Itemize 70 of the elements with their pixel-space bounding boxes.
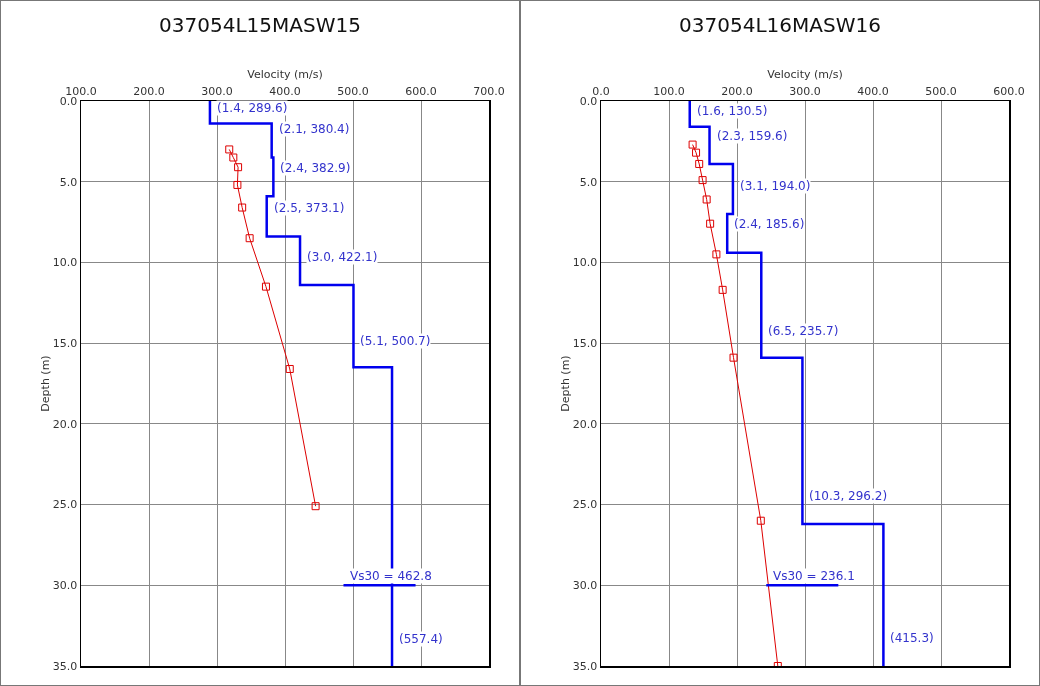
y-axis-title: Depth (m)	[558, 355, 572, 412]
y-tick-label: 5.0	[59, 175, 78, 189]
annotation: Vs30 = 236.1	[773, 569, 855, 583]
point	[311, 502, 320, 511]
x-axis-title: Velocity (m/s)	[247, 68, 323, 81]
y-tick-label: 15.0	[52, 336, 78, 350]
y-tick-label: 10.0	[572, 256, 598, 270]
point	[718, 285, 727, 294]
y-tick-label: 10.0	[52, 256, 78, 270]
annotation: (557.4)	[399, 632, 443, 646]
annotation: (1.6, 130.5)	[697, 104, 768, 118]
point	[706, 219, 715, 228]
y-tick-label: 30.0	[572, 579, 598, 593]
line-series	[688, 101, 885, 666]
annotation: (6.5, 235.7)	[768, 324, 839, 338]
x-tick-label: 300.0	[789, 85, 821, 99]
x-tick-label: 400.0	[857, 85, 889, 99]
point	[729, 353, 738, 362]
annotation: (415.3)	[890, 631, 934, 645]
point	[712, 250, 721, 259]
y-tick-label: 20.0	[52, 417, 78, 431]
x-tick-label: 500.0	[337, 85, 369, 99]
point	[756, 516, 765, 525]
chart-title: 037054L16MASW16	[679, 13, 881, 38]
point	[688, 140, 697, 149]
x-tick-label: 200.0	[721, 85, 753, 99]
y-tick-label: 25.0	[52, 498, 78, 512]
point	[695, 159, 704, 168]
annotation: (2.1, 380.4)	[279, 122, 350, 136]
point	[234, 163, 243, 172]
point	[229, 153, 238, 162]
point	[261, 282, 270, 291]
annotation: (3.0, 422.1)	[307, 250, 378, 264]
y-axis-title: Depth (m)	[38, 355, 52, 412]
y-tick-label: 20.0	[572, 417, 598, 431]
y-tick-label: 35.0	[572, 659, 598, 673]
annotation: (1.4, 289.6)	[217, 101, 288, 115]
x-tick-label: 200.0	[133, 85, 165, 99]
x-tick-label: 500.0	[925, 85, 957, 99]
point	[692, 148, 701, 157]
point	[238, 203, 247, 212]
point	[698, 176, 707, 185]
x-axis-title: Velocity (m/s)	[767, 68, 843, 81]
y-tick-label: 30.0	[52, 579, 78, 593]
x-tick-label: 600.0	[993, 85, 1025, 99]
point	[225, 145, 234, 154]
y-tick-label: 15.0	[572, 336, 598, 350]
y-tick-label: 5.0	[579, 175, 598, 189]
annotation: (2.4, 382.9)	[280, 161, 351, 175]
y-tick-label: 0.0	[59, 94, 78, 108]
annotation: Vs30 = 462.8	[350, 569, 432, 583]
annotation: (3.1, 194.0)	[740, 179, 811, 193]
annotation: (2.4, 185.6)	[734, 217, 805, 231]
annotation: (5.1, 500.7)	[360, 334, 431, 348]
point	[233, 180, 242, 189]
x-tick-label: 600.0	[405, 85, 437, 99]
point	[285, 364, 294, 373]
y-tick-label: 35.0	[52, 659, 78, 673]
point	[245, 234, 254, 243]
x-tick-label: 300.0	[201, 85, 233, 99]
annotation: (2.3, 159.6)	[717, 129, 788, 143]
chart-title: 037054L15MASW15	[159, 13, 361, 38]
point	[702, 195, 711, 204]
y-tick-label: 25.0	[572, 498, 598, 512]
x-tick-label: 700.0	[473, 85, 505, 99]
y-tick-label: 0.0	[579, 94, 598, 108]
annotation: (2.5, 373.1)	[274, 201, 345, 215]
x-tick-label: 400.0	[269, 85, 301, 99]
x-tick-label: 100.0	[653, 85, 685, 99]
annotation: (10.3, 296.2)	[809, 489, 888, 503]
